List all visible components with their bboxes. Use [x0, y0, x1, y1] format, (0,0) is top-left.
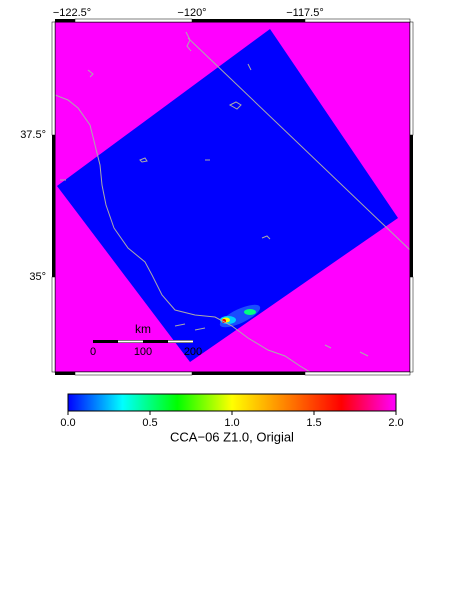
frame-ticks: [51, 18, 414, 376]
scale-bar-bar: [168, 340, 193, 343]
scale-unit: km: [135, 322, 151, 336]
scale-label: 100: [134, 346, 152, 358]
lon-label: −120°: [177, 7, 206, 19]
lakes-islands: [60, 31, 369, 357]
colorbar-tick-label: 2.0: [388, 417, 403, 429]
lon-label: −122.5°: [53, 7, 91, 19]
colorbar-tick-label: 1.0: [224, 417, 239, 429]
colorbar-ramp: [67, 393, 397, 412]
scale-label: 0: [90, 346, 96, 358]
basin-high: [244, 309, 256, 315]
coastline: [55, 94, 311, 372]
scale-bar: km 0 100 200: [90, 322, 202, 358]
scale-label: 200: [184, 346, 202, 358]
colorbar: CCA−06 Z1.0, Origial 0.0 0.5 1.0 1.5 2.0: [60, 393, 404, 444]
frame-ticks: [52, 19, 413, 375]
lat-label: 37.5°: [20, 129, 46, 141]
colorbar-label: CCA−06 Z1.0, Origial: [170, 429, 294, 444]
lon-label: −117.5°: [286, 7, 324, 19]
colorbar-tick-label: 1.5: [306, 417, 321, 429]
colorbar-tick-label: 0.5: [142, 417, 157, 429]
scale-bar-bar: [118, 340, 143, 343]
lat-label: 35°: [29, 271, 46, 283]
map: −122.5° −120° −117.5° 37.5° 35° km 0 100…: [20, 7, 414, 376]
colorbar-tick-label: 0.0: [60, 417, 75, 429]
state-border: [187, 37, 410, 251]
model-region: [57, 29, 398, 362]
